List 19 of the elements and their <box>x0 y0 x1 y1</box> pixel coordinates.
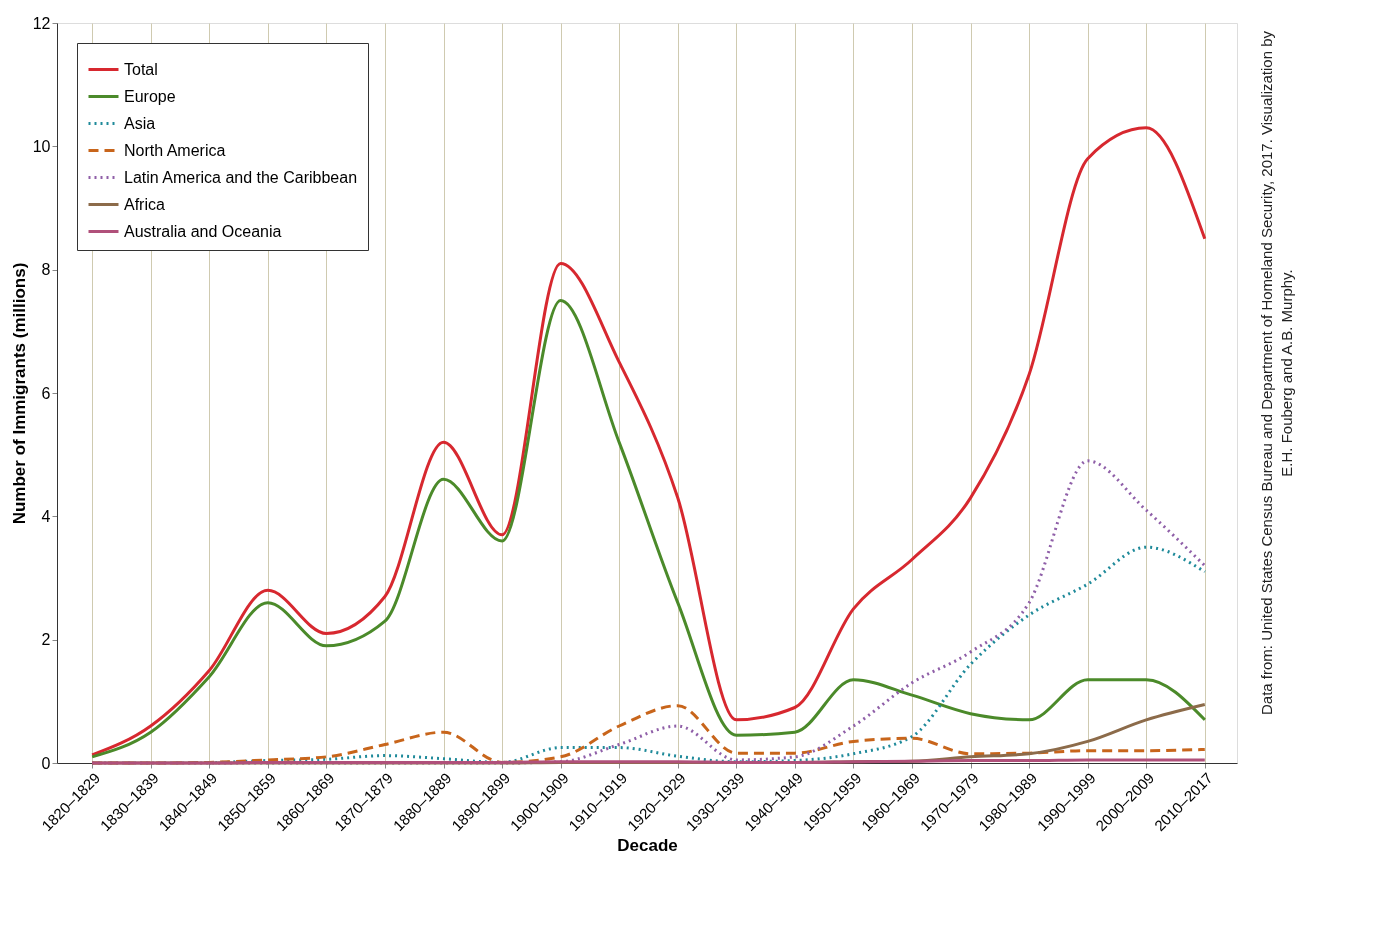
y-tick-label: 4 <box>41 507 51 525</box>
legend-label: Australia and Oceania <box>124 222 282 240</box>
legend-label: Asia <box>124 114 156 132</box>
line-series <box>90 299 1207 759</box>
y-tick-label: 12 <box>32 14 51 32</box>
y-tick-label: 2 <box>41 631 51 649</box>
legend-label: Africa <box>124 195 165 213</box>
legend-label: Europe <box>124 87 176 105</box>
legend-label: Total <box>124 60 158 78</box>
y-axis-title: Number of Immigrants (millions) <box>9 262 29 525</box>
text: E.H. Fouberg and A.B. Murphy. <box>1278 269 1295 477</box>
x-axis-title: Decade <box>617 836 678 856</box>
y-tick-label: 10 <box>32 137 51 155</box>
y-tick-label: 0 <box>41 754 51 772</box>
legend-label: Latin America and the Caribbean <box>124 168 358 186</box>
y-tick-label: 8 <box>41 261 51 279</box>
text: Data from: United States Census Bureau and Department of Homeland Security, 2017. Visualization by <box>1258 30 1275 715</box>
y-tick-label: 6 <box>41 384 51 402</box>
legend-label: North America <box>124 141 226 159</box>
